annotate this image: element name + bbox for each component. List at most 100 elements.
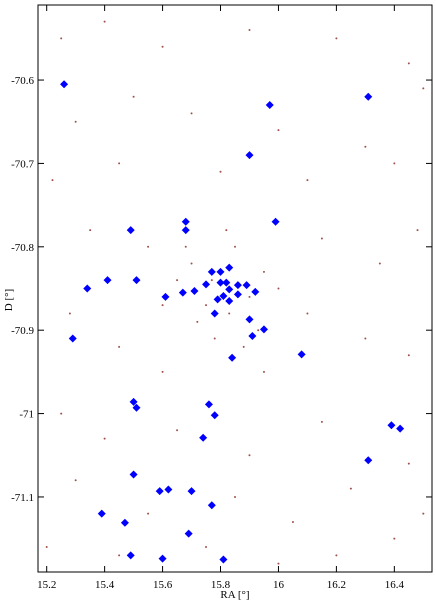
star-dot (320, 237, 323, 240)
star-marker (216, 267, 225, 276)
star-marker (245, 151, 254, 160)
star-dot (257, 329, 260, 332)
star-dot (176, 429, 179, 432)
star-dot (234, 245, 236, 248)
star-marker (396, 424, 405, 433)
star-marker (364, 92, 373, 101)
y-tick-label: -70.7 (11, 158, 34, 170)
star-dot (228, 312, 231, 315)
star-dot (196, 320, 199, 323)
star-marker (126, 551, 135, 560)
star-dot (320, 420, 323, 423)
star-dot (147, 245, 150, 248)
star-marker (204, 400, 213, 409)
star-dot (190, 112, 193, 115)
star-marker (245, 315, 254, 324)
star-dot (422, 87, 425, 90)
x-tick-label: 16 (273, 579, 285, 591)
star-marker (364, 456, 373, 465)
star-marker (190, 287, 199, 296)
star-dot (262, 270, 265, 273)
star-dot (393, 162, 396, 165)
star-marker (158, 554, 167, 563)
star-marker (233, 290, 242, 299)
star-marker (60, 80, 69, 89)
star-marker (129, 397, 138, 406)
star-dot (242, 345, 245, 348)
star-dot (262, 370, 265, 373)
star-marker (129, 470, 138, 479)
star-dot (190, 262, 193, 265)
star-marker (184, 529, 193, 538)
star-dot (335, 37, 338, 40)
star-dot (248, 29, 251, 32)
star-dot (210, 279, 213, 282)
star-dot (161, 370, 164, 373)
star-dot (277, 129, 280, 132)
star-marker (248, 332, 257, 341)
star-marker (126, 226, 135, 235)
star-dot (184, 245, 187, 248)
star-marker (225, 285, 234, 294)
star-dot (103, 437, 106, 440)
y-axis-label: D [°] (3, 289, 15, 311)
star-dot (219, 170, 222, 173)
star-marker (387, 421, 396, 430)
star-marker (297, 350, 306, 359)
star-dot (407, 354, 410, 357)
star-dot (234, 495, 236, 498)
star-dot (132, 95, 135, 98)
star-dot (60, 412, 63, 415)
x-tick-label: 16.4 (385, 579, 405, 591)
x-tick-label: 15.8 (211, 579, 231, 591)
star-marker (242, 281, 251, 290)
star-marker (225, 297, 234, 306)
star-marker (199, 433, 208, 442)
star-marker (259, 325, 268, 334)
star-dot (291, 520, 294, 523)
star-marker (216, 278, 225, 287)
star-marker (178, 288, 187, 297)
star-dot (335, 554, 338, 557)
star-marker (181, 226, 190, 235)
star-marker (225, 263, 234, 272)
star-dot (103, 20, 106, 23)
star-marker (207, 267, 216, 276)
x-tick-label: 15.4 (95, 579, 115, 591)
star-dot (118, 162, 121, 165)
y-tick-label: -70.9 (11, 325, 34, 337)
star-dot (60, 37, 63, 40)
x-tick-label: 16.2 (327, 579, 346, 591)
star-dot (306, 179, 309, 182)
y-tick-label: -70.6 (11, 75, 34, 87)
star-marker (222, 278, 231, 287)
star-marker (228, 353, 237, 362)
star-marker (210, 411, 219, 420)
star-dot (416, 229, 419, 232)
star-marker (202, 280, 211, 289)
star-marker (265, 101, 274, 110)
star-dot (205, 545, 208, 548)
star-dot (364, 145, 367, 148)
star-dot (161, 45, 164, 48)
star-dot (407, 62, 410, 65)
star-dot (118, 345, 121, 348)
star-dot (74, 120, 77, 123)
y-tick-label: -71 (19, 409, 34, 421)
star-dot (147, 512, 150, 515)
star-dot (213, 337, 216, 340)
star-dot (393, 537, 396, 540)
star-marker (97, 509, 106, 518)
star-dot (306, 312, 309, 315)
star-marker (164, 485, 173, 494)
y-tick-label: -70.8 (11, 242, 34, 254)
star-marker (83, 284, 92, 293)
star-marker (207, 501, 216, 510)
star-marker (181, 217, 190, 226)
star-marker (219, 555, 228, 564)
star-marker (219, 292, 228, 301)
star-marker (233, 281, 242, 290)
star-dot (248, 454, 251, 457)
